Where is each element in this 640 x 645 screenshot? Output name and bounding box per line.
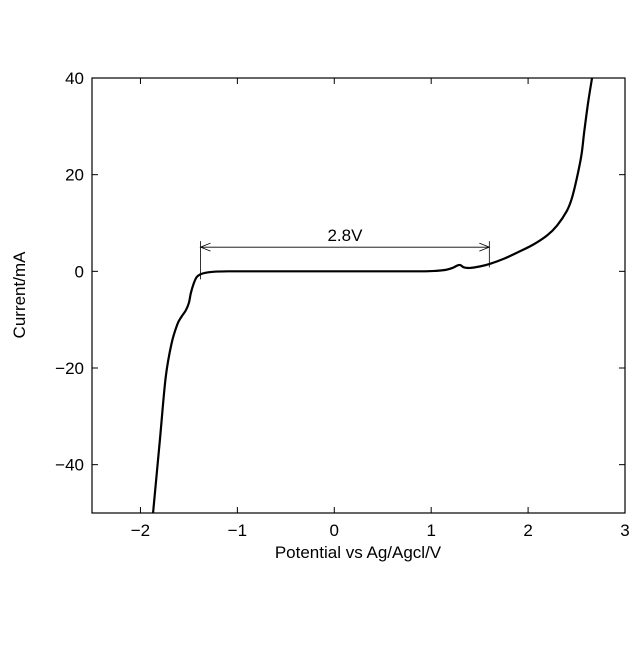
x-tick-label: −2 [131,521,150,540]
y-axis-label: Current/mA [10,251,29,339]
y-tick-label: −20 [55,359,84,378]
curve-layer [153,78,592,513]
y-tick-label: 20 [65,166,84,185]
x-tick-label: 3 [620,521,629,540]
annotation-label: 2.8V [327,226,363,245]
y-tick-label: 40 [65,69,84,88]
x-tick-label: −1 [228,521,247,540]
x-tick-label: 1 [426,521,435,540]
y-tick-label: −40 [55,456,84,475]
plot-frame [92,78,625,513]
y-tick-label: 0 [75,262,84,281]
x-axis-label: Potential vs Ag/Agcl/V [275,543,442,562]
x-tick-label: 0 [330,521,339,540]
data-line [153,78,592,513]
x-tick-label: 2 [523,521,532,540]
ticks-layer: −2 −1 0 1 2 3 −40 −20 0 20 40 [55,69,630,540]
